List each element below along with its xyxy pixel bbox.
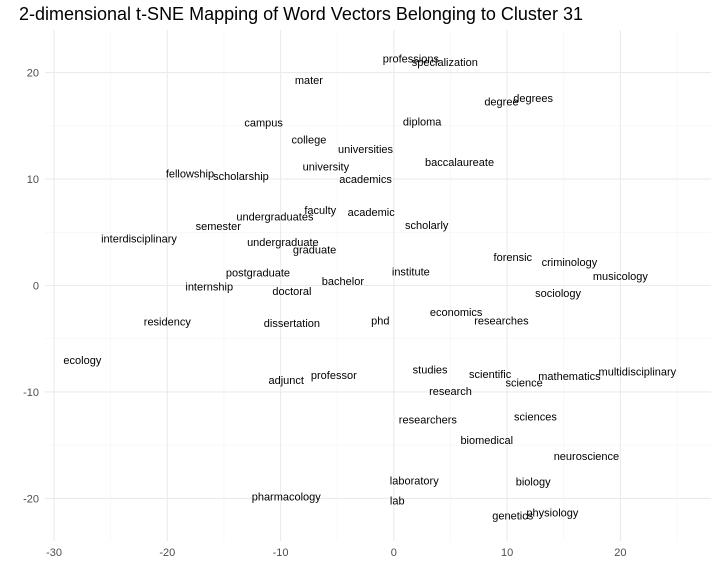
word-label: graduate <box>293 244 336 256</box>
word-label: forensic <box>494 252 533 264</box>
y-axis-tick-labels: -20 -10 0 10 20 <box>23 68 39 506</box>
word-label: college <box>291 135 326 147</box>
word-label: scholarship <box>213 171 269 183</box>
word-label: fellowship <box>166 169 214 181</box>
word-label: campus <box>244 118 283 130</box>
word-label: researches <box>474 316 529 328</box>
word-label: ecology <box>63 355 101 367</box>
word-label: postgraduate <box>226 268 290 280</box>
y-tick-label: -20 <box>23 493 39 505</box>
word-label: semester <box>196 221 242 233</box>
word-label: adjunct <box>269 375 304 387</box>
word-label: studies <box>413 365 448 377</box>
word-label: genetics <box>492 510 533 522</box>
word-label: internship <box>185 282 233 294</box>
word-label: university <box>303 161 350 173</box>
word-label: sociology <box>535 288 581 300</box>
word-label: dissertation <box>264 318 320 330</box>
word-label: institute <box>392 267 430 279</box>
y-tick-label: 20 <box>27 68 39 80</box>
word-label: universities <box>338 144 394 156</box>
word-label: criminology <box>542 257 598 269</box>
y-tick-label: -10 <box>23 387 39 399</box>
word-label: laboratory <box>390 475 439 487</box>
word-label: residency <box>144 317 192 329</box>
word-label: science <box>505 377 542 389</box>
word-label: professions <box>383 54 440 66</box>
word-label: economics <box>430 307 483 319</box>
word-label: undergraduates <box>236 211 314 223</box>
x-tick-label: -10 <box>273 547 289 559</box>
word-label: pharmacology <box>252 491 322 503</box>
word-label: sciences <box>514 411 557 423</box>
word-label: physiology <box>526 507 578 519</box>
word-label: musicology <box>593 271 649 283</box>
x-tick-label: 0 <box>391 547 397 559</box>
word-label: neuroscience <box>554 451 619 463</box>
word-label: multidisciplinary <box>599 367 677 379</box>
word-label: professor <box>311 370 357 382</box>
word-label: diploma <box>403 117 442 129</box>
x-tick-label: -30 <box>46 547 62 559</box>
word-label: biomedical <box>460 435 513 447</box>
word-label: biology <box>516 476 551 488</box>
word-label: specialization <box>412 57 478 69</box>
x-axis-tick-labels: -30 -20 -10 0 10 20 <box>46 547 626 559</box>
y-tick-label: 0 <box>33 281 39 293</box>
word-label: mathematics <box>538 371 601 383</box>
grid <box>45 30 711 541</box>
word-label: undergraduate <box>247 237 319 249</box>
word-label: interdisciplinary <box>101 234 177 246</box>
word-label: baccalaureate <box>425 157 494 169</box>
x-tick-label: 20 <box>614 547 626 559</box>
y-tick-label: 10 <box>27 174 39 186</box>
word-label: lab <box>390 496 405 508</box>
x-tick-label: -20 <box>159 547 175 559</box>
chart-title: 2-dimensional t-SNE Mapping of Word Vect… <box>19 4 583 24</box>
word-label: phd <box>371 316 389 328</box>
x-tick-label: 10 <box>501 547 513 559</box>
word-label: academic <box>348 207 396 219</box>
word-label: bachelor <box>322 276 365 288</box>
word-label: degrees <box>513 93 553 105</box>
word-label: scholarly <box>405 220 449 232</box>
word-label: doctoral <box>272 286 311 298</box>
word-label: mater <box>295 75 323 87</box>
word-label: faculty <box>304 205 336 217</box>
word-label: scientific <box>469 369 512 381</box>
word-label: degree <box>484 96 518 108</box>
word-label: academics <box>339 174 392 186</box>
word-label: research <box>429 386 472 398</box>
word-label: researchers <box>399 415 458 427</box>
